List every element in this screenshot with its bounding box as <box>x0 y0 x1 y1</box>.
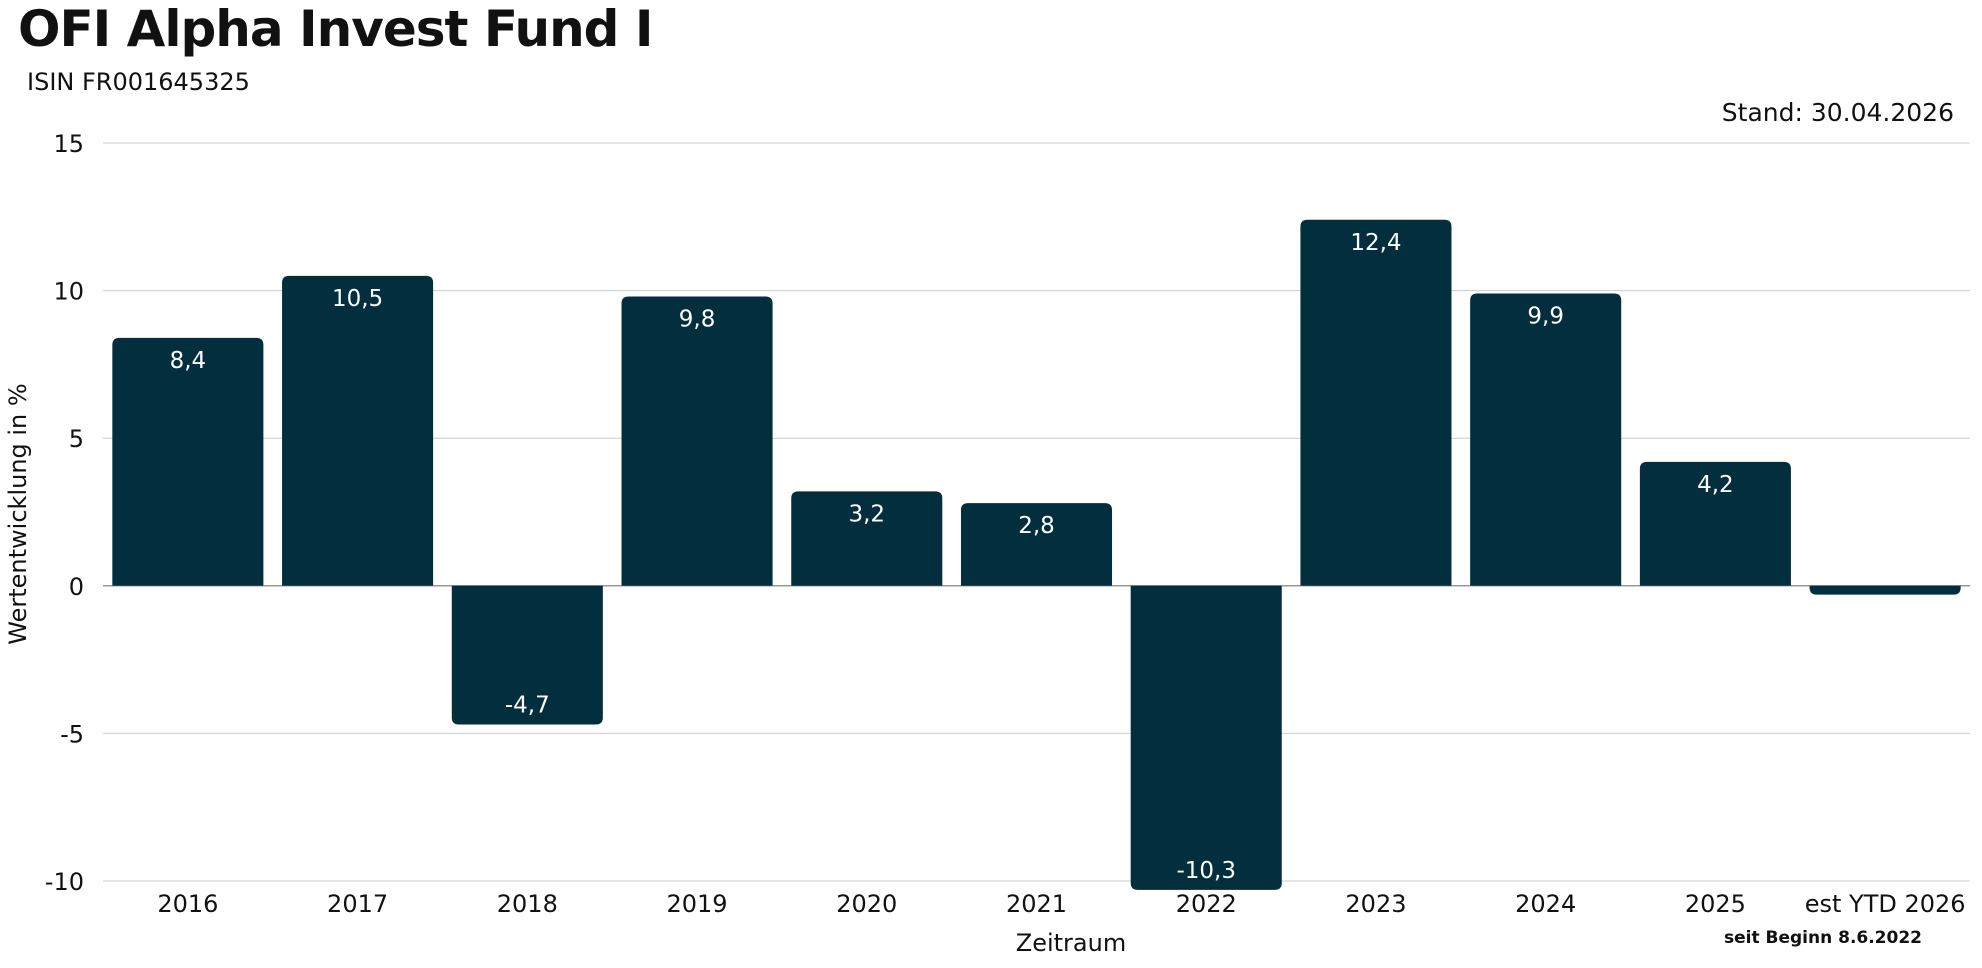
y-tick-label: 10 <box>53 278 84 306</box>
x-tick-label: 2025 <box>1685 890 1746 918</box>
bar-est-ytd-2026 <box>1809 585 1961 595</box>
bar-2016 <box>112 337 264 586</box>
y-tick-label: 5 <box>69 425 84 453</box>
y-axis-label: Wertentwicklung in % <box>4 383 32 644</box>
as-of-date: Stand: 30.04.2026 <box>1721 98 1954 127</box>
data-label: 3,2 <box>848 501 885 527</box>
bar-2018 <box>451 585 603 725</box>
bar-2021 <box>960 503 1113 586</box>
data-label: -10,3 <box>1176 858 1236 884</box>
x-tick-label: 2024 <box>1515 890 1576 918</box>
footnote: seit Beginn 8.6.2022 <box>1724 928 1922 948</box>
data-label: 10,5 <box>332 286 383 312</box>
x-tick-label: 2019 <box>667 890 728 918</box>
x-tick-label: est YTD 2026 <box>1805 890 1966 918</box>
chart-title: OFI Alpha Invest Fund I <box>18 0 653 58</box>
x-tick-label: 2018 <box>497 890 558 918</box>
data-label: 4,2 <box>1697 472 1734 498</box>
y-axis-ticks: 15 10 5 0 -5 -10 <box>45 130 84 896</box>
bar-2020 <box>791 491 943 586</box>
y-tick-label: -10 <box>45 868 84 896</box>
isin-label: ISIN FR001645325 <box>27 68 250 96</box>
x-tick-label: 2021 <box>1006 890 1067 918</box>
y-tick-label: 0 <box>69 573 84 601</box>
data-label: 9,9 <box>1527 304 1564 330</box>
x-axis-ticks: 2016 2017 2018 2019 2020 2021 2022 2023 2024 2025… <box>157 890 1965 918</box>
bar-2019 <box>621 296 773 586</box>
x-tick-label: 2023 <box>1345 890 1406 918</box>
data-label: 9,8 <box>679 307 716 333</box>
data-label: -4,7 <box>505 693 550 719</box>
data-label: 8,4 <box>170 348 207 374</box>
data-label: 12,4 <box>1350 230 1401 256</box>
y-tick-label: -5 <box>60 720 84 748</box>
x-tick-label: 2022 <box>1176 890 1237 918</box>
bar-2017 <box>282 275 434 586</box>
x-tick-label: 2016 <box>157 890 218 918</box>
y-tick-label: 15 <box>53 130 84 158</box>
x-tick-label: 2020 <box>836 890 897 918</box>
data-label: 2,8 <box>1018 513 1055 539</box>
bar-2022 <box>1130 585 1282 890</box>
x-axis-label: Zeitraum <box>1016 929 1126 957</box>
bar-2023 <box>1300 219 1452 586</box>
bar-2025 <box>1639 461 1791 586</box>
bars <box>112 219 1961 890</box>
bar-2024 <box>1470 293 1622 586</box>
value-labels: 8,4 10,5 -4,7 9,8 3,2 2,8 -10,3 12,4 9,9 4,2 <box>170 230 1734 884</box>
x-tick-label: 2017 <box>327 890 388 918</box>
